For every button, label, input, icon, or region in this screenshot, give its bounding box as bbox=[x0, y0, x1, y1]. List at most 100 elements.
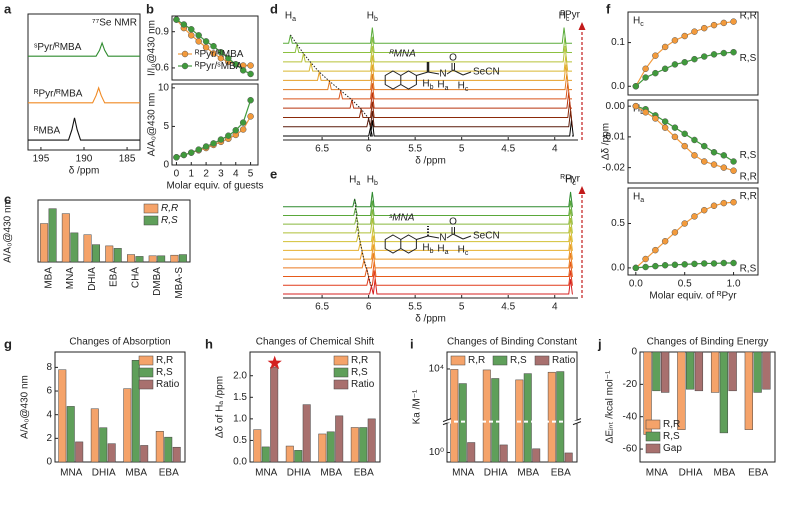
bar bbox=[92, 244, 101, 263]
bar bbox=[556, 371, 565, 463]
point bbox=[642, 109, 649, 116]
series-label: R,S bbox=[740, 150, 757, 161]
x-tick-label: 0 bbox=[174, 169, 180, 180]
y-tick-label: 1.0 bbox=[233, 414, 247, 425]
nmr-trace bbox=[283, 191, 573, 208]
point bbox=[642, 74, 649, 81]
bar bbox=[126, 254, 135, 263]
x-tick-label: DHIA bbox=[287, 468, 311, 479]
point bbox=[239, 67, 247, 74]
point bbox=[681, 220, 688, 227]
x-tick-label: CHA bbox=[130, 267, 141, 288]
annotation: Hb bbox=[633, 104, 644, 117]
x-tick-label: 5.5 bbox=[408, 302, 422, 313]
point bbox=[700, 24, 708, 32]
x-tick-label: 5 bbox=[248, 169, 254, 180]
legend-swatch bbox=[645, 431, 661, 442]
legend-swatch bbox=[138, 367, 154, 378]
point bbox=[671, 229, 679, 236]
plot-frame bbox=[627, 11, 759, 96]
point bbox=[173, 154, 180, 161]
panel-label: f bbox=[606, 1, 611, 16]
arrow-label: ᴿPyr bbox=[560, 10, 580, 21]
point bbox=[671, 133, 679, 141]
plot-frame bbox=[249, 351, 381, 463]
panel-label: h bbox=[205, 336, 213, 351]
nmr-trace bbox=[283, 101, 572, 118]
x-axis-label: δ /ppm bbox=[69, 166, 100, 177]
annotation: Hc bbox=[633, 16, 644, 29]
nmr-trace bbox=[283, 200, 573, 216]
y-tick-label: 8 bbox=[46, 362, 52, 373]
x-tick-label: DHIA bbox=[92, 468, 116, 479]
point bbox=[188, 149, 195, 156]
y-axis-label: A/A₀@430 nm bbox=[147, 93, 158, 157]
y-axis-label: Δδ of Hₐ /ppm bbox=[215, 376, 226, 438]
point bbox=[652, 262, 659, 270]
bar bbox=[450, 369, 459, 463]
y-tick-label: 6 bbox=[46, 386, 52, 397]
chart-title: Changes of Absorption bbox=[69, 337, 170, 348]
bar bbox=[253, 429, 262, 463]
x-tick-label: MNA bbox=[255, 468, 278, 479]
panel-label: j bbox=[597, 336, 602, 351]
point bbox=[210, 50, 217, 57]
bar bbox=[652, 351, 661, 392]
point bbox=[720, 199, 728, 207]
point bbox=[195, 146, 202, 153]
point bbox=[700, 260, 708, 267]
legend-label: R,R bbox=[468, 355, 485, 366]
point bbox=[632, 83, 640, 90]
spectrum bbox=[28, 117, 140, 141]
x-tick-label: 185 bbox=[119, 154, 136, 165]
point bbox=[720, 49, 728, 57]
panel-label: d bbox=[270, 1, 278, 16]
bar bbox=[694, 351, 704, 392]
x-tick-label: EBA bbox=[159, 468, 179, 479]
point bbox=[195, 32, 202, 39]
bar bbox=[123, 388, 132, 463]
y-tick-label: -60 bbox=[623, 444, 638, 455]
point bbox=[681, 261, 688, 268]
legend-label: R,S bbox=[161, 215, 178, 226]
bond bbox=[452, 69, 464, 76]
bar bbox=[458, 383, 467, 463]
series-label: R,R bbox=[740, 10, 757, 21]
point bbox=[642, 263, 649, 271]
x-tick-label: DHIA bbox=[87, 267, 98, 291]
point bbox=[173, 16, 180, 23]
bar bbox=[532, 448, 541, 463]
bar bbox=[48, 208, 57, 263]
bar bbox=[148, 255, 157, 263]
point bbox=[642, 65, 649, 73]
point bbox=[632, 102, 640, 110]
plot-frame bbox=[171, 15, 259, 81]
x-tick-label: 4.5 bbox=[501, 302, 515, 313]
x-axis-label: Molar equiv. of guests bbox=[166, 181, 263, 192]
arrow-head bbox=[578, 22, 586, 30]
bar bbox=[359, 427, 368, 463]
bar bbox=[318, 433, 327, 463]
bar bbox=[677, 351, 686, 430]
nmr-trace bbox=[283, 270, 573, 286]
point bbox=[700, 158, 708, 165]
bar bbox=[99, 427, 108, 463]
point bbox=[225, 55, 232, 62]
point bbox=[730, 48, 737, 56]
series-line bbox=[176, 116, 252, 158]
bond bbox=[427, 71, 440, 75]
point bbox=[217, 136, 225, 143]
point bbox=[681, 130, 688, 138]
point bbox=[691, 28, 698, 35]
structure-label: O bbox=[449, 217, 457, 228]
arrow-head bbox=[578, 186, 586, 194]
point bbox=[671, 37, 679, 44]
point bbox=[691, 55, 698, 63]
nmr-trace bbox=[283, 279, 573, 295]
bar bbox=[499, 444, 508, 463]
bar bbox=[744, 351, 753, 430]
structure-label: Hb bbox=[422, 79, 433, 92]
legend-swatch bbox=[645, 443, 661, 454]
point bbox=[652, 52, 659, 59]
